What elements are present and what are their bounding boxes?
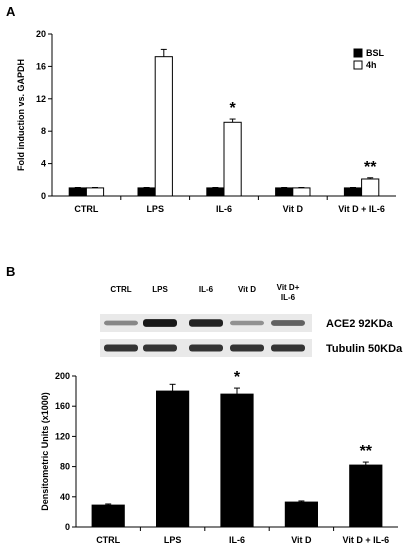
x-tick-label: IL-6	[229, 535, 245, 545]
x-tick-label: IL-6	[216, 204, 232, 214]
legend-label: BSL	[366, 48, 385, 58]
blot-band	[230, 344, 264, 352]
bar-value	[156, 390, 190, 528]
y-tick-label: 200	[55, 371, 70, 381]
bar-value	[349, 464, 383, 528]
bar-4h	[154, 56, 173, 197]
y-tick-label: 0	[65, 522, 70, 532]
panel-a-letter: A	[6, 4, 16, 19]
blot-band	[189, 344, 223, 352]
chart-b: 0 40 80 120 160 200 CTRL LPS IL-6 Vit D Vit D + IL…	[40, 369, 398, 545]
blot-lane-label: Vit D+ IL-6	[277, 283, 300, 302]
legend-swatch	[353, 48, 363, 58]
significance-marker: *	[229, 100, 236, 117]
bar-BSL	[343, 187, 363, 197]
bar-BSL	[275, 187, 294, 197]
x-tick-label: Vit D	[291, 535, 312, 545]
bar-BSL	[206, 187, 225, 197]
blot-lane-label: IL-6	[199, 285, 214, 294]
y-axis-label: Densitometric Units (x1000)	[40, 392, 50, 511]
x-tick-label: Vit D + IL-6	[342, 535, 389, 545]
bar-4h	[223, 121, 242, 197]
x-tick-label: LPS	[164, 535, 182, 545]
bar-BSL	[68, 187, 87, 197]
bar-4h	[361, 178, 380, 197]
blot-lane-label: Vit D	[238, 285, 256, 294]
y-axis-label: Fold induction vs. GAPDH	[16, 59, 26, 171]
y-tick-label: 120	[55, 431, 70, 441]
significance-marker: *	[234, 369, 241, 386]
blot-band	[143, 319, 177, 327]
bar-value	[220, 393, 254, 528]
blot-band	[104, 344, 138, 352]
blot-lane-label: CTRL	[110, 285, 131, 294]
blot-band	[104, 320, 138, 326]
y-tick-label: 0	[41, 191, 46, 201]
significance-marker: **	[360, 443, 373, 460]
x-tick-label: Vit D	[283, 204, 304, 214]
chart-a: 0 4 8 12 16 20 CTRL LPS IL-6 Vit D Vit D + IL-6 Fol…	[16, 29, 396, 214]
bar-value	[91, 504, 125, 528]
blot-band-label: Tubulin 50KDa	[326, 343, 403, 355]
bar-4h	[85, 187, 105, 197]
legend-swatch	[353, 60, 363, 70]
x-tick-label: CTRL	[74, 204, 98, 214]
y-tick-label: 20	[36, 29, 46, 39]
x-tick-label: Vit D + IL-6	[338, 204, 385, 214]
blot-band	[143, 344, 177, 352]
bar-BSL	[137, 187, 156, 197]
panel-b-letter: B	[6, 264, 15, 279]
y-tick-label: 8	[41, 126, 46, 136]
blot-lane-label: LPS	[152, 285, 168, 294]
bar-value	[284, 501, 318, 528]
x-tick-label: LPS	[146, 204, 164, 214]
y-tick-label: 80	[60, 462, 70, 472]
western-blot: CTRL LPS IL-6 Vit D Vit D+ IL-6 ACE2 92KDa Tubu…	[100, 283, 403, 357]
blot-band	[271, 320, 305, 326]
blot-band-label: ACE2 92KDa	[326, 318, 394, 330]
x-tick-label: CTRL	[96, 535, 120, 545]
y-tick-label: 16	[36, 61, 46, 71]
legend-label: 4h	[366, 60, 377, 70]
y-tick-label: 12	[36, 94, 46, 104]
bar-4h	[292, 187, 311, 197]
blot-band	[230, 320, 264, 326]
blot-band	[189, 319, 223, 327]
blot-band	[271, 344, 305, 352]
y-tick-label: 4	[41, 159, 46, 169]
y-tick-label: 160	[55, 401, 70, 411]
y-tick-label: 40	[60, 492, 70, 502]
significance-marker: **	[364, 159, 377, 176]
